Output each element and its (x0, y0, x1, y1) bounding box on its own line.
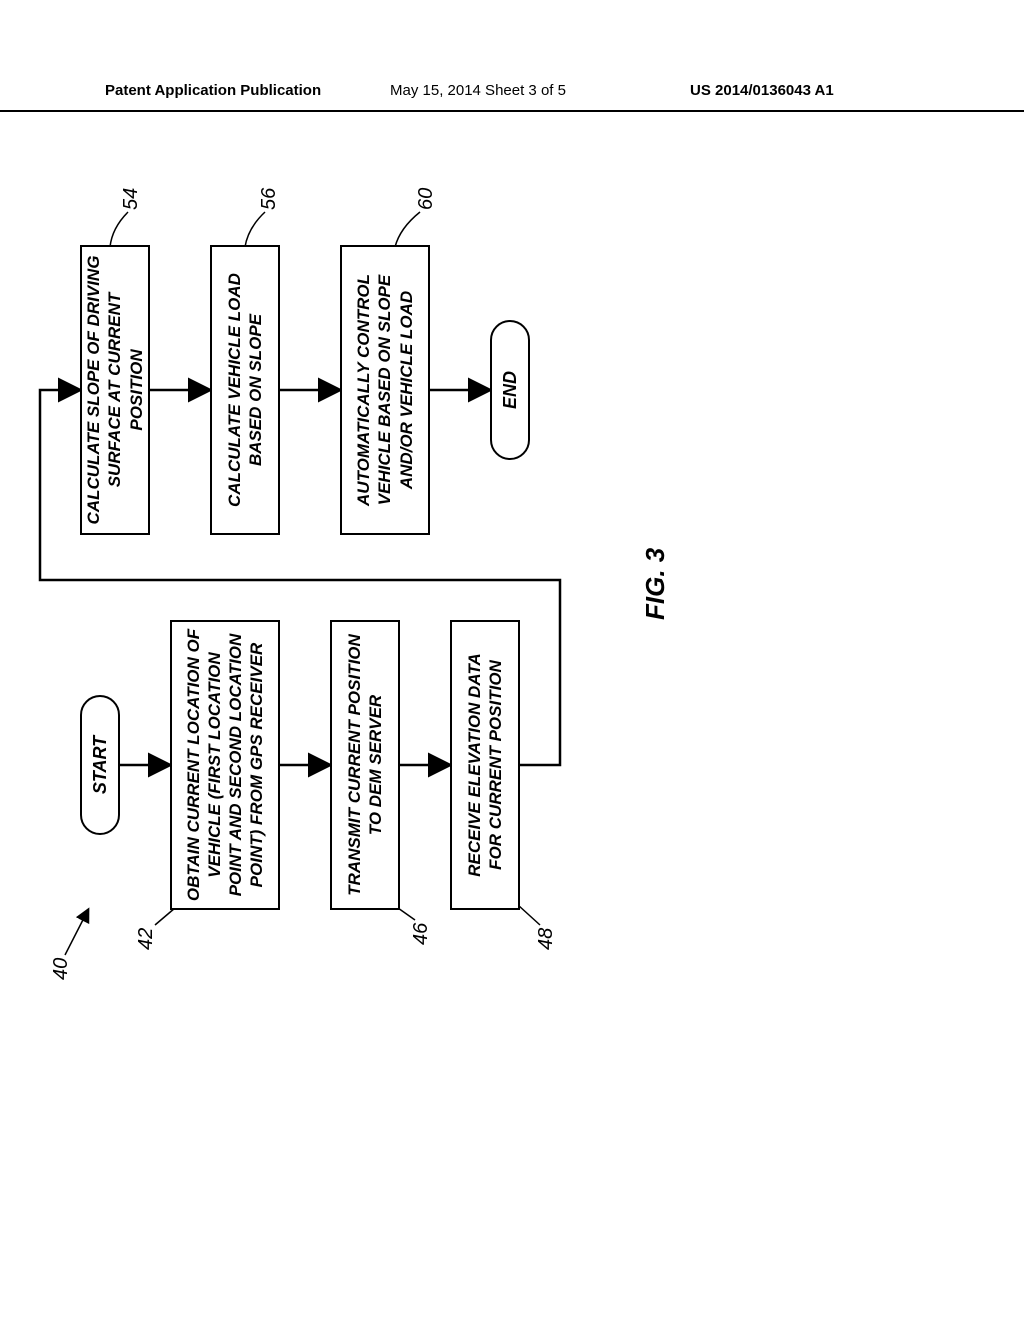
box-calculate-load: CALCULATE VEHICLE LOAD BASED ON SLOPE (210, 245, 280, 535)
box2-text: TRANSMIT CURRENT POSITION TO DEM SERVER (344, 634, 387, 896)
box-receive-elevation: RECEIVE ELEVATION DATA FOR CURRENT POSIT… (450, 620, 520, 910)
box1-text: OBTAIN CURRENT LOCATION OF VEHICLE (FIRS… (183, 629, 268, 901)
ref-40: 40 (50, 958, 73, 980)
box-calculate-slope: CALCULATE SLOPE OF DRIVING SURFACE AT CU… (80, 245, 150, 535)
start-terminator: START (80, 695, 120, 835)
ref-46: 46 (410, 923, 433, 945)
box-transmit-position: TRANSMIT CURRENT POSITION TO DEM SERVER (330, 620, 400, 910)
end-label: END (500, 371, 521, 409)
page-header: Patent Application Publication May 15, 2… (0, 82, 1024, 112)
box-auto-control: AUTOMATICALLY CONTROL VEHICLE BASED ON S… (340, 245, 430, 535)
end-terminator: END (490, 320, 530, 460)
box3-text: RECEIVE ELEVATION DATA FOR CURRENT POSIT… (464, 653, 507, 877)
ref-60: 60 (415, 188, 438, 210)
box4-text: CALCULATE SLOPE OF DRIVING SURFACE AT CU… (83, 251, 147, 529)
ref-54: 54 (120, 188, 143, 210)
flowchart-figure: START OBTAIN CURRENT LOCATION OF VEHICLE… (70, 180, 1020, 980)
box5-text: CALCULATE VEHICLE LOAD BASED ON SLOPE (224, 273, 267, 507)
header-right: US 2014/0136043 A1 (690, 82, 834, 99)
header-left: Patent Application Publication (105, 82, 321, 99)
box-obtain-location: OBTAIN CURRENT LOCATION OF VEHICLE (FIRS… (170, 620, 280, 910)
ref-56: 56 (258, 188, 281, 210)
box6-text: AUTOMATICALLY CONTROL VEHICLE BASED ON S… (353, 274, 417, 506)
figure-label: FIG. 3 (640, 548, 671, 620)
header-mid: May 15, 2014 Sheet 3 of 5 (390, 82, 566, 99)
ref-48: 48 (535, 928, 558, 950)
ref-42: 42 (135, 928, 158, 950)
start-label: START (90, 736, 111, 794)
